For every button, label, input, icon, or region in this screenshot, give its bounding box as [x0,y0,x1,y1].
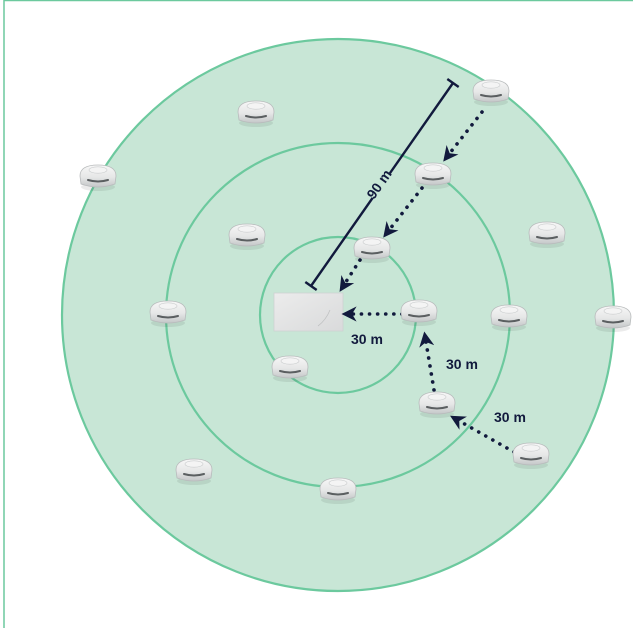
smoke-detector-icon [418,391,456,419]
smoke-detector-icon [79,164,117,192]
hop-hub-label: 30 m [351,331,383,347]
relay-arrow-2 [383,186,424,238]
smoke-detector-icon [319,477,357,505]
smoke-detector-icon [490,304,528,332]
relay-arrow-1 [443,110,484,162]
smoke-detector-icon [175,458,213,486]
smoke-detector-icon [237,100,275,128]
smoke-detector-icon [528,221,566,249]
range-label-backdrop [354,160,404,208]
hop-outer-label: 30 m [494,409,526,425]
smoke-detector-icon [400,299,438,327]
smoke-detector-icon [414,162,452,190]
smoke-detector-icon [594,305,632,333]
relay-arrow-6 [450,415,516,454]
hop-middle-label: 30 m [446,356,478,372]
smoke-detector-icon [353,236,391,264]
relay-arrow-3 [339,258,362,292]
smoke-detector-icon [512,442,550,470]
smoke-detector-icon [228,223,266,251]
smoke-detector-icon [149,300,187,328]
hub-icon [273,292,344,332]
relay-arrow-5 [419,331,436,392]
smoke-detector-icon [271,355,309,383]
smoke-detector-icon [472,79,510,107]
